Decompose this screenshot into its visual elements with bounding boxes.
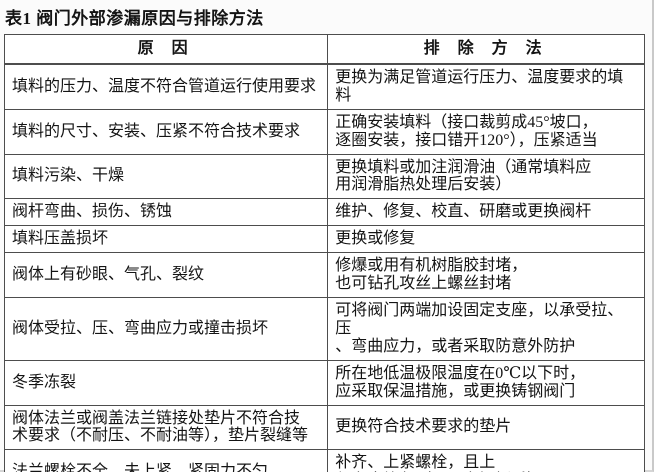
- table-row: 填料的尺寸、安装、压紧不符合技术要求 正确安装填料（接口裁剪成45°坡口， 逐圈…: [3, 108, 645, 155]
- table-row: 冬季冻裂 所在地低温极限温度在0℃以下时， 应采取保温措施，或更换铸钢阀门: [3, 359, 645, 406]
- cause-cell: 阀体法兰或阀盖法兰链接处垫片不符合技 术要求（不耐压、不耐油等），垫片裂缝等: [3, 404, 329, 451]
- cause-cell: 法兰螺栓不全、未上紧、紧固力不匀: [3, 449, 329, 472]
- remedy-cell: 更换填料或加注润滑油（通常填料应 用润滑脂热处理后安装）: [327, 153, 645, 200]
- table-row: 填料的压力、温度不符合管道运行使用要求 更换为满足管道运行压力、温度要求的填料: [3, 63, 645, 110]
- valve-leakage-table: 原 因 排 除 方 法 填料的压力、温度不符合管道运行使用要求 更换为满足管道运…: [3, 33, 645, 472]
- cause-cell: 填料压盖损坏: [3, 225, 329, 254]
- remedy-cell: 可将阀门两端加设固定支座，以承受拉、压 、弯曲应力，或者采取防意外防护: [327, 296, 645, 361]
- table-row: 阀杆弯曲、损伤、锈蚀 维护、修复、校直、研磨或更换阀杆: [3, 198, 645, 227]
- cause-cell: 冬季冻裂: [3, 359, 329, 406]
- cause-cell: 阀杆弯曲、损伤、锈蚀: [3, 198, 329, 227]
- cause-cell: 填料污染、干燥: [3, 153, 329, 200]
- table-row: 填料污染、干燥 更换填料或加注润滑油（通常填料应 用润滑脂热处理后安装）: [3, 153, 645, 200]
- table-title: 表1 阀门外部渗漏原因与排除方法: [5, 9, 264, 28]
- column-header-remedy: 排 除 方 法: [327, 33, 645, 65]
- remedy-cell: 更换符合技术要求的垫片: [327, 404, 645, 451]
- remedy-cell: 正确安装填料（接口裁剪成45°坡口， 逐圈安装，接口错开120°），压紧适当: [327, 108, 645, 155]
- remedy-cell: 补齐、上紧螺栓，且上 紧力应均匀（可用力矩扳手）: [327, 449, 645, 472]
- column-header-cause: 原 因: [3, 33, 329, 65]
- remedy-cell: 更换为满足管道运行压力、温度要求的填料: [327, 63, 645, 110]
- remedy-cell: 所在地低温极限温度在0℃以下时， 应采取保温措施，或更换铸钢阀门: [327, 359, 645, 406]
- cause-cell: 填料的尺寸、安装、压紧不符合技术要求: [3, 108, 329, 155]
- cause-cell: 填料的压力、温度不符合管道运行使用要求: [3, 63, 329, 110]
- cause-cell: 阀体受拉、压、弯曲应力或撞击损坏: [3, 296, 329, 361]
- table-row: 阀体上有砂眼、气孔、裂纹 修爆或用有机树脂胶封堵， 也可钻孔攻丝上螺丝封堵: [3, 252, 645, 298]
- remedy-cell: 维护、修复、校直、研磨或更换阀杆: [327, 198, 645, 227]
- table-row: 阀体法兰或阀盖法兰链接处垫片不符合技 术要求（不耐压、不耐油等），垫片裂缝等 更…: [3, 404, 645, 451]
- remedy-cell: 更换或修复: [327, 225, 645, 254]
- header-row: 原 因 排 除 方 法: [3, 33, 645, 65]
- cause-cell: 阀体上有砂眼、气孔、裂纹: [3, 252, 329, 298]
- table-row: 填料压盖损坏 更换或修复: [3, 225, 645, 254]
- table-row: 法兰螺栓不全、未上紧、紧固力不匀 补齐、上紧螺栓，且上 紧力应均匀（可用力矩扳手…: [3, 449, 645, 472]
- remedy-cell: 修爆或用有机树脂胶封堵， 也可钻孔攻丝上螺丝封堵: [327, 252, 645, 298]
- table-row: 阀体受拉、压、弯曲应力或撞击损坏 可将阀门两端加设固定支座，以承受拉、压 、弯曲…: [3, 296, 645, 361]
